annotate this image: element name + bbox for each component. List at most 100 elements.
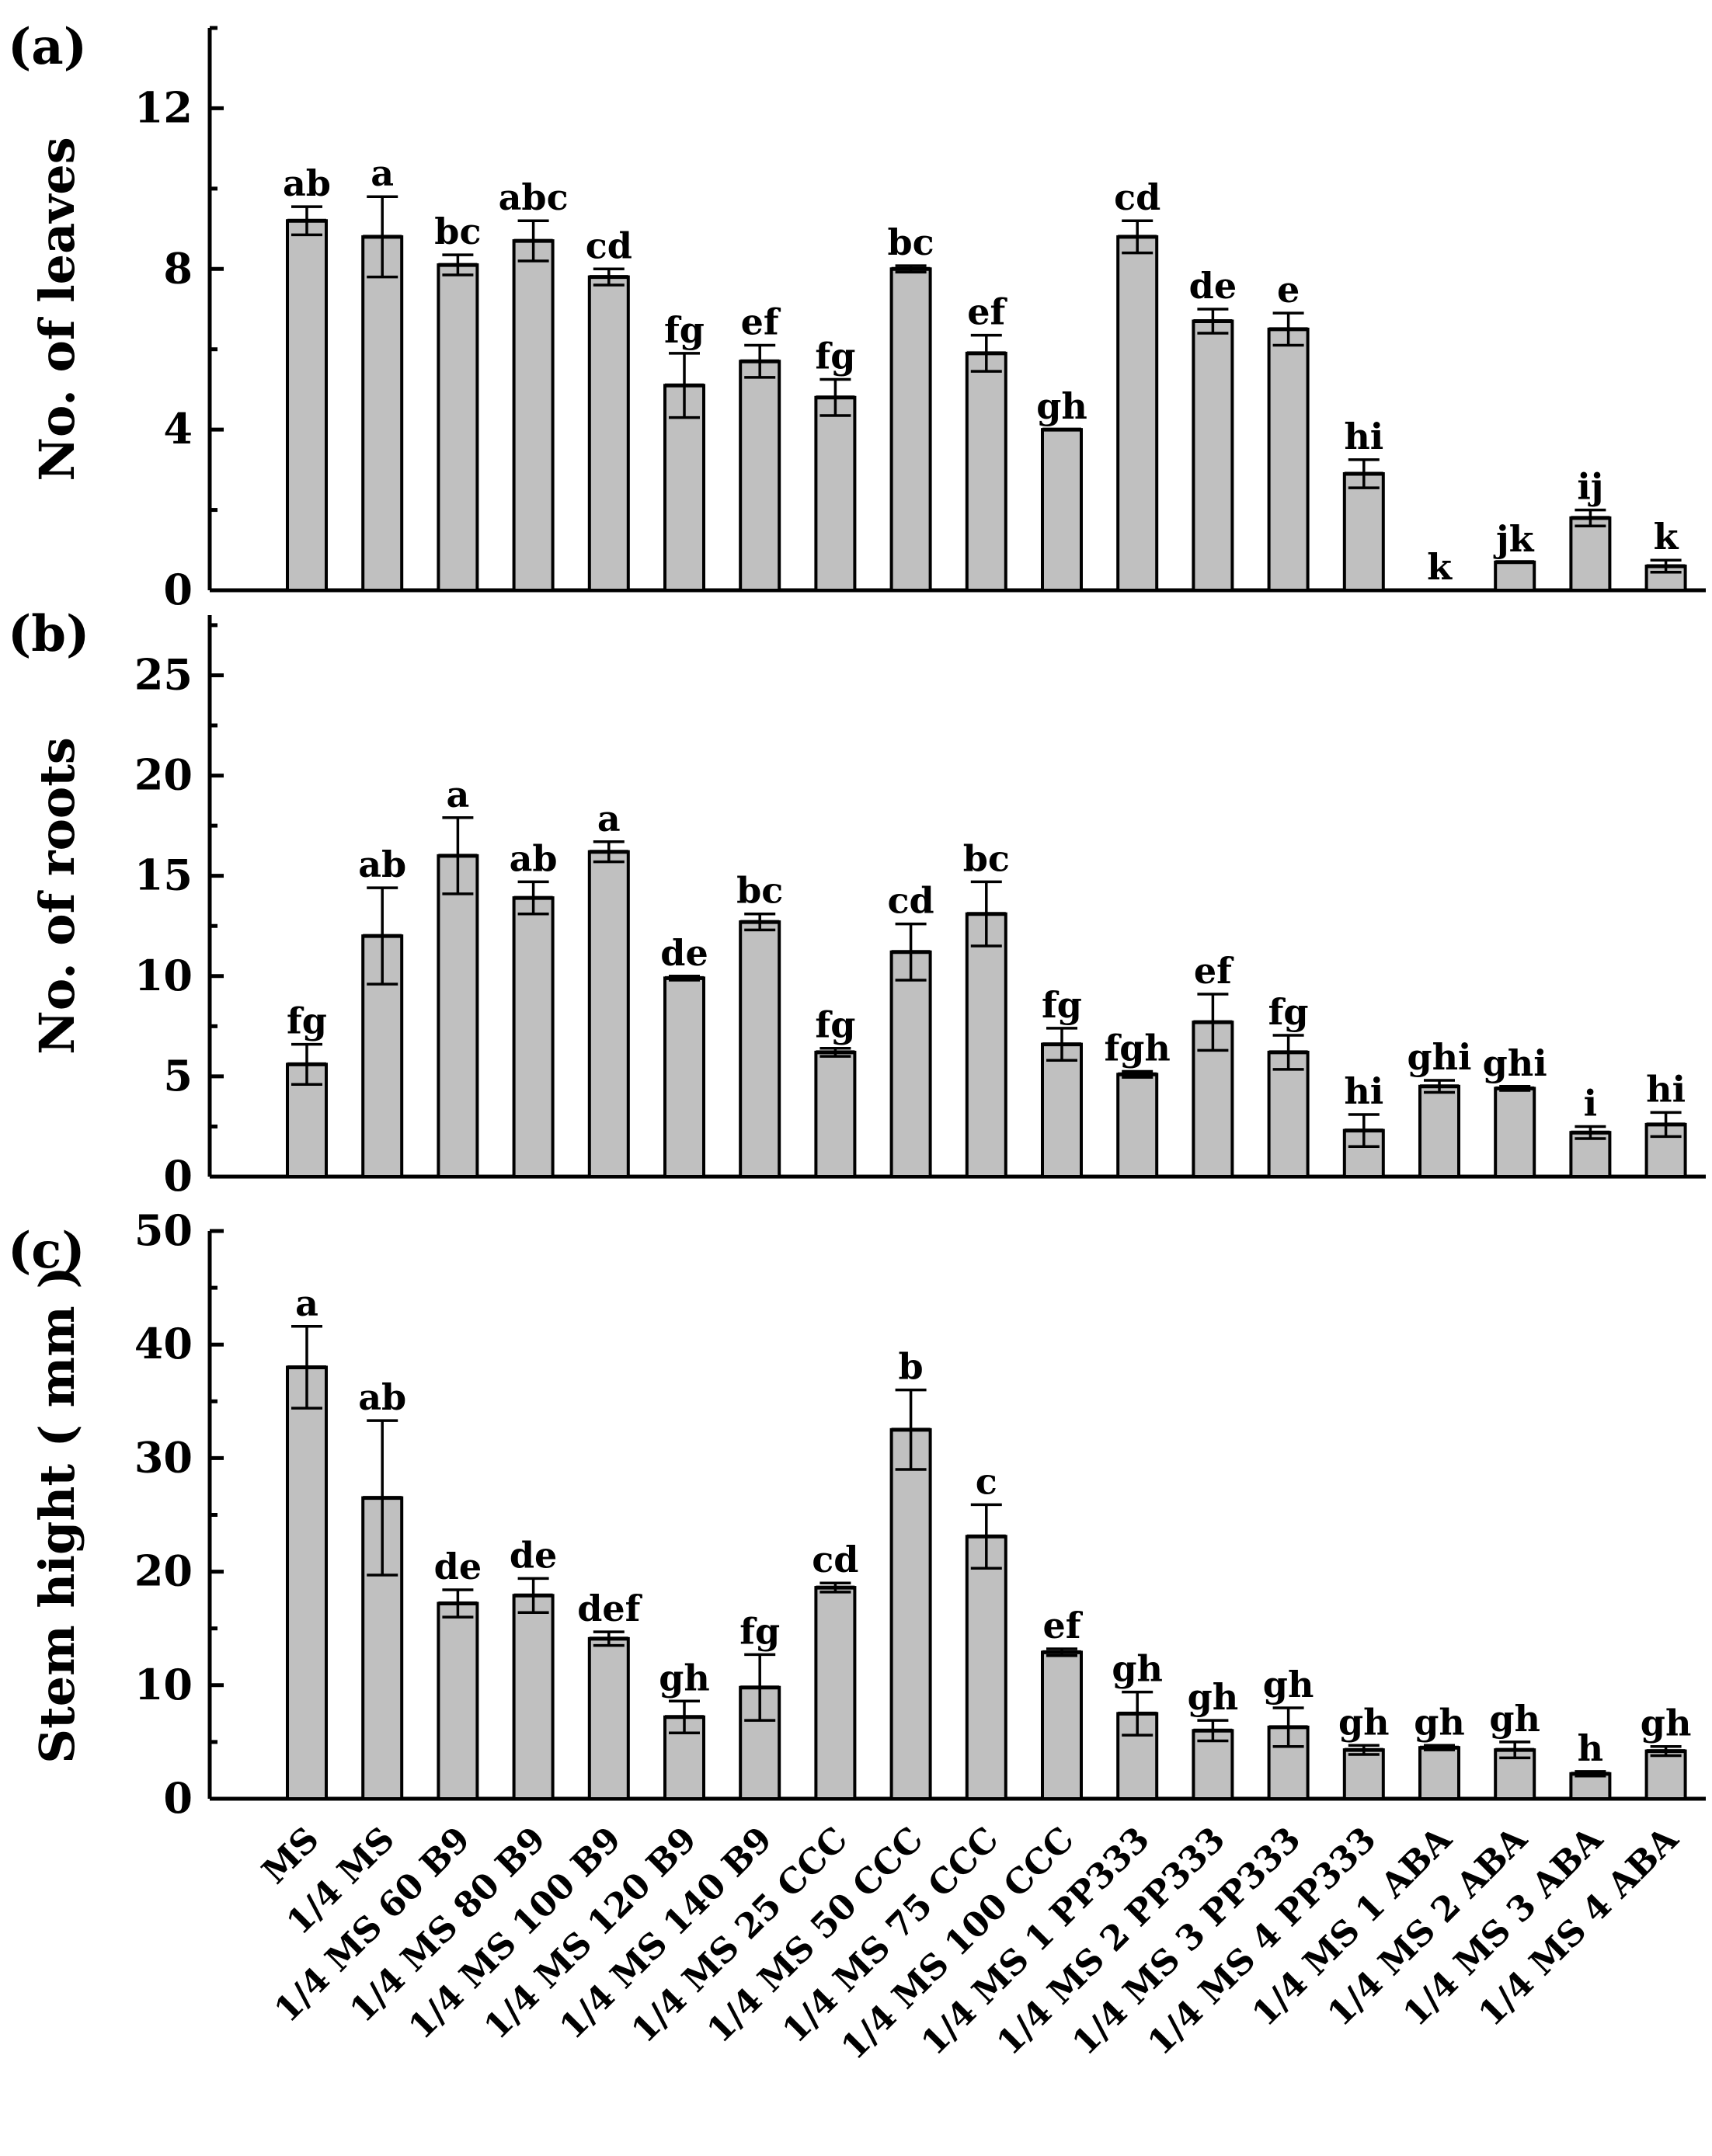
y-tick-label: 10	[134, 951, 193, 1000]
error-bar	[291, 1042, 322, 1086]
error-bar	[970, 880, 1002, 948]
significance-letter: hi	[1646, 1068, 1686, 1110]
bar	[965, 351, 1007, 592]
significance-letter: a	[446, 774, 469, 815]
bar	[889, 267, 932, 592]
significance-letter: ef	[1194, 950, 1234, 992]
error-bar	[517, 1577, 549, 1614]
error-bar	[593, 1630, 625, 1647]
error-bar	[1424, 1744, 1455, 1751]
significance-letter: hi	[1344, 416, 1383, 457]
significance-letter: fg	[739, 1610, 780, 1652]
significance-letter: ab	[283, 162, 331, 204]
panel-2: (b)No. of roots0510152025fgabaabadebcfgc…	[8, 605, 1706, 1201]
bar	[1644, 1749, 1687, 1800]
bar	[286, 1365, 328, 1800]
bar	[739, 360, 781, 592]
error-bar	[895, 1388, 927, 1471]
significance-letter: ef	[1042, 1605, 1083, 1647]
error-bar	[1046, 1027, 1077, 1062]
error-bar	[970, 1503, 1002, 1570]
error-bar	[367, 886, 398, 986]
error-bar	[669, 1699, 700, 1734]
significance-letter: h	[1578, 1727, 1603, 1769]
significance-letter: fg	[815, 336, 855, 377]
significance-letter: a	[371, 152, 394, 194]
significance-letter: c	[976, 1460, 997, 1502]
bar	[814, 1050, 857, 1178]
bar	[512, 896, 555, 1178]
bar	[965, 912, 1007, 1178]
error-bar	[517, 880, 549, 916]
y-tick-label: 8	[163, 243, 193, 293]
error-bar	[291, 1325, 322, 1410]
significance-letter: gh	[659, 1657, 710, 1699]
significance-letter: bc	[963, 837, 1010, 879]
bar	[512, 239, 555, 592]
bar	[437, 854, 479, 1179]
bar	[965, 1535, 1007, 1800]
error-bar	[1575, 1125, 1606, 1140]
error-bar	[291, 205, 322, 237]
bar	[1192, 319, 1234, 592]
error-bar	[669, 975, 700, 982]
significance-letter: b	[899, 1346, 924, 1388]
error-bar	[1197, 1719, 1229, 1743]
significance-letter: de	[1189, 265, 1237, 307]
error-bar	[1650, 558, 1682, 574]
y-tick-label: 30	[134, 1432, 193, 1482]
bar	[587, 1636, 630, 1800]
error-bar	[1122, 1069, 1154, 1079]
bar	[1041, 1650, 1083, 1801]
significance-letter: bc	[888, 221, 934, 263]
bar	[739, 920, 781, 1178]
y-tick-label: 4	[163, 404, 193, 454]
error-bar	[367, 195, 398, 279]
significance-letter: fg	[664, 309, 705, 351]
bar	[1116, 1073, 1159, 1178]
significance-letter: fg	[1042, 984, 1082, 1026]
bar	[889, 950, 932, 1179]
error-bar	[1122, 1690, 1154, 1737]
bar	[663, 384, 705, 592]
significance-letter: a	[597, 798, 621, 840]
error-bar	[367, 1419, 398, 1577]
error-bar	[1272, 1034, 1304, 1071]
significance-letter: ghi	[1483, 1042, 1547, 1084]
bar	[437, 263, 479, 592]
error-bar	[895, 922, 927, 982]
significance-letter: cd	[812, 1539, 858, 1580]
bar	[814, 1586, 857, 1800]
significance-letter: abc	[499, 176, 569, 218]
error-bar	[1348, 1744, 1380, 1756]
significance-letter: de	[434, 1546, 482, 1587]
error-bar	[970, 333, 1002, 373]
error-bar	[819, 1581, 851, 1594]
significance-letter: gh	[1188, 1676, 1239, 1718]
error-bar	[1575, 1770, 1606, 1778]
bar	[889, 1427, 932, 1800]
significance-letter: hi	[1344, 1070, 1383, 1112]
significance-letter: ef	[967, 291, 1007, 333]
significance-letter: gh	[1263, 1664, 1314, 1706]
bar	[361, 235, 404, 592]
significance-letter: ab	[358, 1376, 406, 1418]
significance-letter: fg	[815, 1004, 855, 1046]
y-tick-label: 15	[134, 850, 193, 900]
y-tick-label: 20	[134, 1546, 193, 1596]
significance-letter: gh	[1641, 1702, 1692, 1744]
y-tick-label: 12	[134, 82, 193, 132]
bar	[286, 219, 328, 592]
error-bar	[744, 912, 776, 932]
bar	[1644, 564, 1687, 593]
bar	[1116, 235, 1159, 592]
error-bar	[1650, 1744, 1682, 1758]
y-tick-label: 0	[163, 1151, 193, 1201]
error-bar	[593, 267, 625, 287]
significance-letter: fgh	[1104, 1027, 1170, 1069]
error-bar	[1424, 1079, 1455, 1094]
y-tick-label: 0	[163, 1773, 193, 1823]
bar	[1041, 1042, 1083, 1179]
bar	[512, 1594, 555, 1800]
